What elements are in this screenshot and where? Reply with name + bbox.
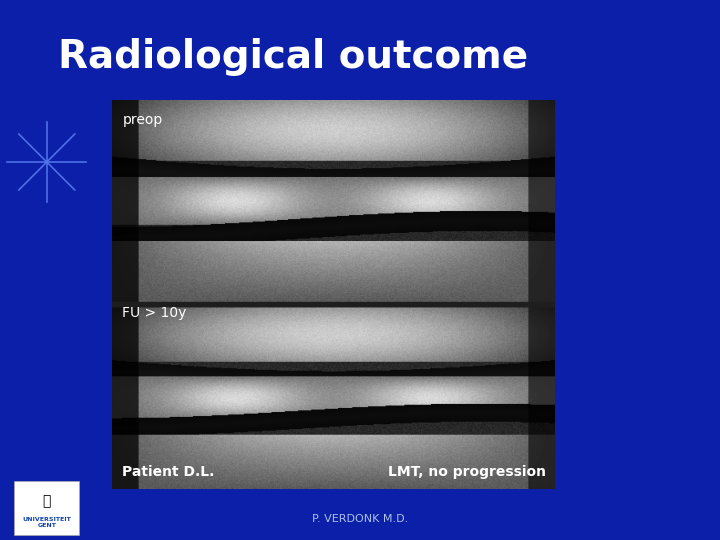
Text: P. VERDONK M.D.: P. VERDONK M.D. [312,515,408,524]
Bar [14,481,79,535]
Text: FU > 10y: FU > 10y [122,306,186,320]
Text: Radiological outcome: Radiological outcome [58,38,528,76]
Text: preop: preop [122,113,163,127]
Bar [112,100,554,489]
Text: UNIVERSITEIT
GENT: UNIVERSITEIT GENT [22,517,71,528]
Text: LMT, no progression: LMT, no progression [388,465,546,479]
Text: Patient D.L.: Patient D.L. [122,465,215,479]
Text: 🏛: 🏛 [42,494,51,508]
